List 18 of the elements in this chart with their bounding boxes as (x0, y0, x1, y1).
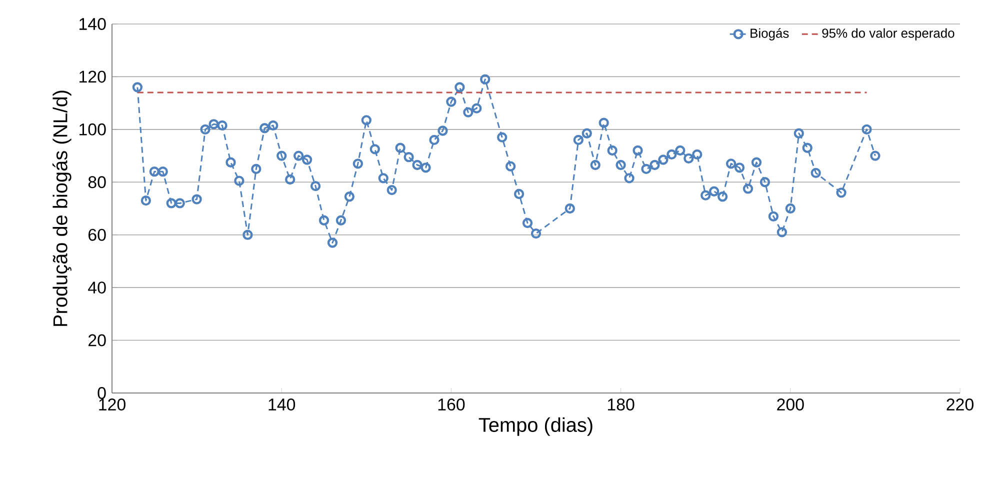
y-tick-label: 0 (98, 387, 106, 399)
x-tick-label: 120 (99, 398, 126, 411)
x-axis-title: Tempo (dias) (478, 417, 592, 436)
x-tick-label: 160 (438, 398, 465, 411)
y-tick-label: 80 (88, 176, 106, 188)
x-tick-label: 220 (946, 398, 974, 411)
y-tick-label: 100 (80, 123, 106, 136)
y-tick-label: 140 (80, 18, 106, 30)
y-tick-label: 120 (80, 70, 106, 83)
y-axis-title: Produção de biogás (NL/d) (52, 90, 72, 326)
x-tick-label: 140 (268, 398, 296, 411)
y-tick-label: 20 (88, 334, 106, 346)
legend-label: Biogás (750, 28, 789, 40)
y-tick-label: 60 (88, 228, 106, 241)
x-tick-label: 180 (608, 398, 634, 411)
y-tick-label: 40 (88, 282, 106, 294)
legend-label: 95% do valor esperado (822, 28, 954, 40)
x-tick-label: 200 (777, 398, 804, 411)
